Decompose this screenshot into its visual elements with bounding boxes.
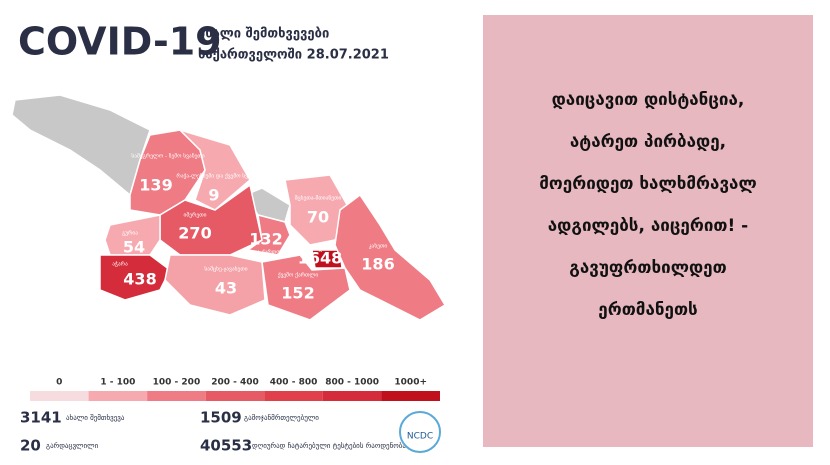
region-cases: 54: [123, 238, 145, 257]
title: COVID-19: [18, 20, 222, 64]
region-name: ქვემო ქართლი: [278, 272, 319, 279]
stat-label: ახალი შემთხვევა: [66, 414, 125, 422]
legend-label: 200 - 400: [211, 378, 259, 388]
legend-label: 0: [56, 378, 62, 388]
region-name: გურია: [122, 230, 138, 237]
stat-value: 3141: [20, 409, 62, 427]
subtitle: საქართველოში 28.07.2021: [198, 48, 389, 63]
region: [179, 129, 251, 211]
region-cases: 139: [139, 176, 172, 195]
stat-label: დღიურად ჩატარებული ტესტების რაოდენობა: [252, 441, 406, 450]
region-cases: 1648: [298, 249, 343, 268]
logo: NCDC: [407, 432, 433, 442]
region-cases: 43: [215, 279, 237, 298]
legend-label: 1 - 100: [100, 378, 135, 388]
region-name: სამცხე-ჯავახეთი: [204, 266, 247, 273]
stat-label: გამოჯანმრთელებული: [244, 413, 319, 422]
message-line: ერთმანეთს: [598, 300, 697, 320]
region: [246, 213, 291, 256]
map: [11, 94, 447, 321]
subtitle: ახალი შემთხვევები: [198, 27, 329, 42]
message-line: ადგილებს, აიცერით! -: [548, 216, 748, 236]
legend-label: 1000+: [394, 378, 427, 388]
legend-label: 800 - 1000: [325, 378, 379, 388]
legend-swatch: [88, 391, 148, 401]
region-name: თბილისი: [308, 246, 333, 253]
region: [284, 174, 351, 246]
region-cases: 132: [249, 230, 282, 249]
message-panel: [483, 15, 813, 447]
region-name: რაჭა-ლეჩხუმი და ქვემო სვანეთი: [176, 173, 264, 180]
region: [99, 254, 171, 301]
occupied-region: [11, 94, 151, 197]
legend-swatch: [30, 391, 89, 401]
stat-label: გარდაცვლილი: [46, 441, 99, 450]
region-name: აჭარა: [112, 261, 128, 268]
stat-value: 20: [20, 437, 41, 455]
region-name: იმერეთი: [184, 212, 207, 219]
region: [164, 254, 266, 316]
logo-ring: [399, 411, 441, 453]
region-name: შიდა ქართლი: [247, 249, 285, 256]
legend-swatch: [205, 391, 265, 401]
legend-swatch: [264, 391, 323, 401]
legend-swatch: [381, 391, 440, 401]
region-name: სამეგრელო - ზემო სვანეთი: [131, 153, 204, 160]
region: [261, 254, 351, 321]
region-cases: 438: [123, 270, 156, 289]
region-cases: 152: [281, 284, 314, 303]
stat-value: 1509: [200, 409, 242, 427]
region-name: კახეთი: [369, 243, 388, 250]
legend-label: 400 - 800: [270, 378, 318, 388]
legend-swatch: [322, 391, 382, 401]
region-name: მცხეთა-მთიანეთი: [295, 195, 342, 202]
region-cases: 70: [307, 208, 329, 227]
region-cases: 9: [208, 186, 219, 205]
stat-value: 40553: [200, 437, 252, 455]
legend-swatch: [147, 391, 206, 401]
message-line: ატარეთ პირბადე,: [570, 132, 726, 152]
message-line: მოერიდეთ ხალხმრავალ: [539, 174, 756, 194]
message-line: დაიცავით დისტანცია,: [552, 90, 745, 110]
region: [334, 193, 447, 321]
legend-label: 100 - 200: [153, 378, 201, 388]
message-line: გავუფრთხილდეთ: [569, 258, 726, 278]
region-cases: 270: [178, 224, 211, 243]
region-cases: 186: [361, 255, 394, 274]
